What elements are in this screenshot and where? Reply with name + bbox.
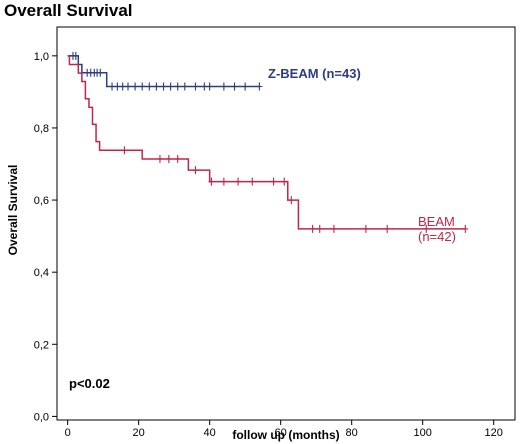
censor-mark bbox=[132, 82, 139, 91]
censor-mark bbox=[109, 82, 116, 91]
censor-mark bbox=[206, 82, 213, 91]
censor-mark bbox=[192, 82, 199, 91]
censor-mark bbox=[423, 224, 430, 233]
censor-mark bbox=[146, 82, 153, 91]
p-value-annotation: p<0.02 bbox=[69, 376, 110, 391]
censor-mark bbox=[125, 82, 132, 91]
censor-mark bbox=[114, 82, 121, 91]
censor-mark bbox=[235, 177, 242, 186]
x-axis-label: follow up (months) bbox=[232, 428, 339, 442]
y-tick-label: 0,0 bbox=[34, 411, 49, 423]
survival-curve-line bbox=[67, 55, 260, 88]
censor-mark bbox=[192, 166, 199, 175]
series-label: (n=42) bbox=[418, 229, 456, 244]
censor-mark bbox=[121, 146, 128, 155]
censor-mark bbox=[362, 224, 369, 233]
y-tick-label: 0,8 bbox=[34, 123, 49, 135]
y-tick-label: 0,2 bbox=[34, 339, 49, 351]
x-tick-label: 40 bbox=[204, 427, 216, 439]
censor-mark bbox=[167, 82, 174, 91]
series-label: Z-BEAM (n=43) bbox=[268, 66, 361, 81]
y-tick-label: 1,0 bbox=[34, 51, 49, 63]
censor-mark bbox=[384, 224, 391, 233]
censor-mark bbox=[309, 224, 316, 233]
censor-mark bbox=[242, 82, 249, 91]
series-beam: BEAM(n=42) bbox=[67, 55, 469, 244]
series-z-beam: Z-BEAM (n=43) bbox=[67, 51, 361, 91]
censor-mark bbox=[153, 82, 160, 91]
censor-mark bbox=[174, 154, 181, 163]
x-tick-label: 120 bbox=[485, 427, 503, 439]
y-axis-label: Overall Survival bbox=[6, 165, 20, 256]
chart-title: Overall Survival bbox=[4, 1, 133, 20]
series-label: BEAM bbox=[418, 214, 455, 229]
censor-mark bbox=[220, 177, 227, 186]
censor-mark bbox=[462, 224, 469, 233]
series-layer: Z-BEAM (n=43)BEAM(n=42) bbox=[67, 51, 469, 244]
censor-mark bbox=[208, 177, 215, 186]
x-axis: 0 20 40 60 80 100 120 bbox=[65, 420, 503, 439]
x-tick-label: 0 bbox=[65, 427, 71, 439]
censor-mark bbox=[160, 82, 167, 91]
censor-mark bbox=[330, 224, 337, 233]
censor-mark bbox=[270, 177, 277, 186]
survival-curve-line bbox=[67, 55, 466, 230]
censor-mark bbox=[201, 82, 208, 91]
censor-mark bbox=[231, 82, 238, 91]
censor-mark bbox=[288, 196, 295, 205]
y-tick-label: 0,4 bbox=[34, 267, 49, 279]
censor-mark bbox=[165, 154, 172, 163]
x-tick-label: 100 bbox=[414, 427, 432, 439]
x-tick-label: 60 bbox=[275, 427, 287, 439]
censor-mark bbox=[139, 82, 146, 91]
censor-mark bbox=[156, 154, 163, 163]
plot-frame bbox=[56, 26, 516, 421]
censor-mark bbox=[181, 82, 188, 91]
x-tick-label: 20 bbox=[133, 427, 145, 439]
censor-mark bbox=[72, 51, 79, 60]
censor-mark bbox=[249, 177, 256, 186]
y-tick-label: 0,6 bbox=[34, 195, 49, 207]
censor-mark bbox=[281, 177, 288, 186]
censor-mark bbox=[220, 82, 227, 91]
x-tick-label: 80 bbox=[346, 427, 358, 439]
censor-mark bbox=[256, 82, 263, 91]
censor-mark bbox=[97, 68, 104, 77]
censor-mark bbox=[174, 82, 181, 91]
censor-mark bbox=[316, 224, 323, 233]
censor-mark bbox=[119, 82, 126, 91]
y-axis: 0,0 0,2 0,4 0,6 0,8 1,0 bbox=[34, 51, 57, 423]
